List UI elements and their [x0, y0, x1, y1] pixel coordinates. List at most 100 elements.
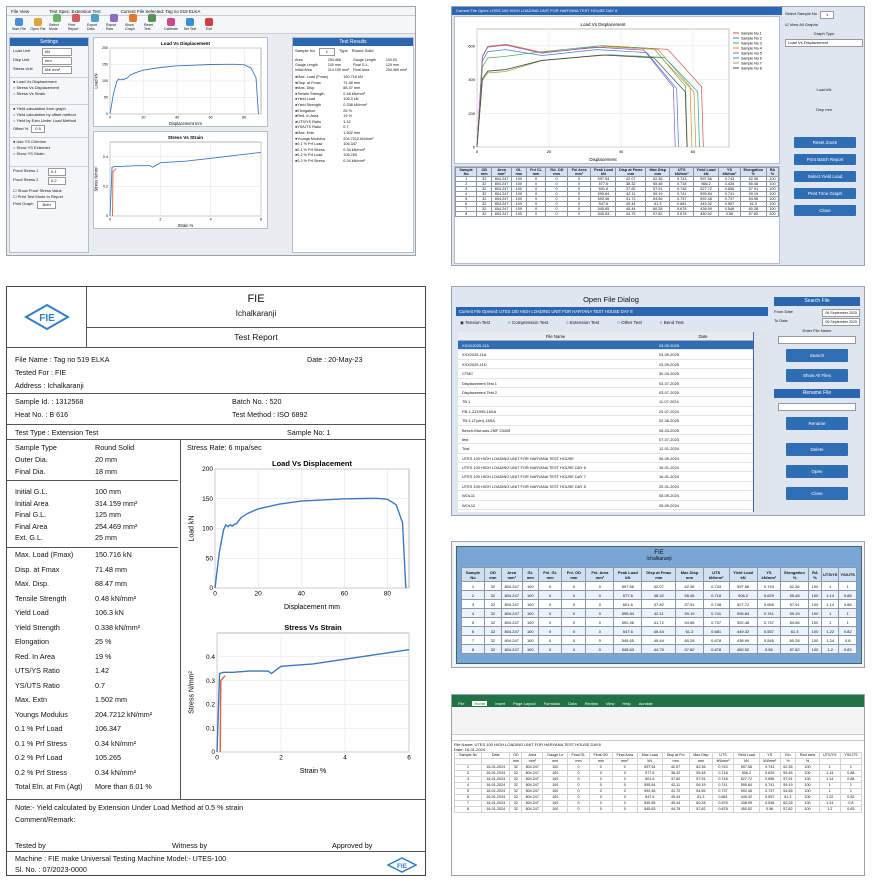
ribbon-tab[interactable]: View: [605, 700, 615, 706]
from-date-picker[interactable]: 06 September 2025: [822, 309, 860, 317]
file-list-item[interactable]: UTES 100 HIGH LOADING UNIT FOR HARYANA T…: [458, 454, 753, 464]
file-list-item[interactable]: WOL12 05-09-2024: [458, 501, 753, 511]
graph-type-select[interactable]: Load Vs Displacement: [785, 39, 863, 47]
option-row[interactable]: ○ Show YS Extender: [13, 145, 85, 151]
file-list-item[interactable]: test 07-07-2023: [458, 435, 753, 445]
rename-button[interactable]: Rename: [786, 417, 848, 430]
radio-icon[interactable]: ◉: [460, 320, 466, 325]
select-sample-input[interactable]: 1: [820, 11, 835, 19]
checkbox-icon[interactable]: ☑: [785, 22, 789, 27]
sheet-cell[interactable]: 44.75: [661, 806, 690, 813]
reset-zoom-button[interactable]: Reset Zoom: [794, 137, 856, 148]
radio-icon[interactable]: ○: [13, 151, 17, 156]
option-row[interactable]: ○ Yield calculation by offset method: [13, 112, 85, 118]
sheet-cell[interactable]: 8: [453, 806, 483, 813]
option-row[interactable]: ☐ Show Proof Stress Value: [13, 188, 85, 194]
sheet-cell[interactable]: 0.83: [839, 806, 863, 813]
radio-icon[interactable]: ○: [13, 118, 17, 123]
toolbar-button[interactable]: Open File: [30, 18, 46, 31]
dialog-close-button[interactable]: Close: [786, 487, 848, 500]
offset-input[interactable]: 0.5: [31, 125, 45, 133]
ribbon-tab[interactable]: Insert: [495, 700, 506, 706]
sheet-cell[interactable]: 57.82: [688, 806, 714, 813]
ribbon-tab[interactable]: Home: [472, 700, 488, 706]
option-row[interactable]: ○ Show YS Strain: [13, 151, 85, 157]
file-list-item[interactable]: WOL11 05-09-2024: [458, 491, 753, 501]
option-row[interactable]: ● Load Vs Displacement: [13, 79, 85, 85]
toolbar-button[interactable]: Reset Test: [144, 14, 160, 31]
radio-icon[interactable]: ○: [617, 320, 622, 325]
file-list-item[interactable]: Displacement Test 2 03-07-2025: [458, 388, 753, 398]
ribbon-tab[interactable]: Acrobat: [638, 700, 653, 706]
toolbar-button[interactable]: Calibrate: [163, 18, 179, 31]
file-list-item[interactable]: PB-1-ZZ1999-16SA 20-07-2024: [458, 407, 753, 417]
test-mode-radio[interactable]: ○ Bend Test: [660, 320, 684, 326]
open-button[interactable]: Open: [786, 465, 848, 478]
checkbox-icon[interactable]: ☐: [13, 188, 18, 193]
sheet-area[interactable]: File Name: UTES 100 HIGH LOADING UNIT FO…: [452, 741, 864, 814]
sheet-cell[interactable]: 450.52: [732, 806, 760, 813]
radio-icon[interactable]: ●: [13, 139, 17, 144]
file-list-item[interactable]: UTES 100 HIGH LOADING UNIT FOR HARYANA T…: [458, 472, 753, 482]
test-mode-radio[interactable]: ○ Extension Test: [566, 320, 599, 326]
sheet-cell[interactable]: 0: [611, 806, 638, 813]
radio-icon[interactable]: ○: [565, 320, 570, 325]
file-name-input[interactable]: [778, 336, 856, 344]
show-all-files-button[interactable]: Show All Files: [786, 369, 848, 382]
to-date-picker[interactable]: 06 September 2025: [822, 318, 860, 326]
sheet-cell[interactable]: 0.678: [712, 806, 734, 813]
radio-icon[interactable]: ○: [659, 320, 664, 325]
toolbar-button[interactable]: Exit: [201, 18, 217, 31]
print-graph-select[interactable]: Both: [37, 201, 56, 209]
ribbon-tab[interactable]: Review: [584, 700, 598, 706]
table-row[interactable]: 8 32 804.247 100 0 0 0 545.63 44.75 57.82 0.678 450…: [455, 211, 779, 217]
file-list-scrollbar[interactable]: [754, 332, 768, 512]
print-time-graph-button[interactable]: Print Time Graph: [794, 188, 856, 199]
rename-input[interactable]: [778, 403, 856, 411]
sheet-cell[interactable]: 545.63: [636, 806, 663, 813]
sheet-cell[interactable]: 1.2: [818, 806, 841, 813]
option-row[interactable]: ● Yield calculation from graph: [13, 106, 85, 112]
ribbon-tab[interactable]: Page Layout: [513, 700, 536, 706]
menu-label[interactable]: File View: [11, 8, 30, 14]
sheet-cell[interactable]: 16-01-2024: [481, 806, 511, 813]
sheet-cell[interactable]: 0: [588, 806, 613, 813]
table-row[interactable]: 6 32 804.247 100 0 0 0 547.6 45.44 61.3 0.681 449.3…: [455, 201, 779, 207]
file-list-item[interactable]: TB 1 11-07-2024: [458, 397, 753, 407]
file-list-item[interactable]: CTMC 30-04-2025: [458, 369, 753, 379]
close-button[interactable]: Close: [794, 205, 856, 216]
radio-icon[interactable]: ○: [13, 91, 17, 96]
proof-input[interactable]: 0.1: [48, 168, 66, 176]
settings-select[interactable]: kN: [42, 48, 72, 56]
radio-icon[interactable]: ○: [13, 85, 17, 90]
ribbon-tab[interactable]: Formulas: [543, 700, 561, 706]
ribbon-tab[interactable]: Help: [622, 700, 631, 706]
sheet-cell[interactable]: 57.82: [779, 806, 797, 813]
sheet-cell[interactable]: 804.247: [521, 806, 544, 813]
formula-bar[interactable]: [452, 735, 864, 741]
test-mode-radio[interactable]: ○ Compression Test: [508, 320, 548, 326]
radio-icon[interactable]: ○: [508, 320, 513, 325]
option-row[interactable]: ○ Stress Vs Displacement: [13, 85, 85, 91]
file-list-item[interactable]: UTES 100 HIGH LOADING UNIT FOR HARYANA T…: [458, 482, 753, 492]
toolbar-button[interactable]: Print Report: [68, 14, 84, 31]
test-mode-radio[interactable]: ○ Other Test: [617, 320, 642, 326]
select-yield-load-button[interactable]: Select Yield Load: [794, 171, 856, 182]
toolbar-button[interactable]: Show Graph: [125, 14, 141, 31]
file-list-item[interactable]: XXXX2025-11A 03-09-2025: [458, 341, 753, 351]
radio-icon[interactable]: ●: [13, 106, 17, 111]
test-mode-radio[interactable]: ◉ Tension Test: [460, 320, 490, 326]
file-list-item[interactable]: XXX2025-11D 03-09-2025: [458, 360, 753, 370]
proof-input[interactable]: 0.2: [48, 177, 66, 185]
ribbon-tab[interactable]: File: [458, 700, 465, 706]
radio-icon[interactable]: ○: [13, 145, 17, 150]
toolbar-button[interactable]: Export Data: [87, 14, 103, 31]
sheet-cell[interactable]: 100: [795, 806, 820, 813]
option-row[interactable]: ○ Yield by Extn Under Load Method: [13, 118, 85, 124]
sheet-cell[interactable]: 100: [542, 806, 569, 813]
radio-icon[interactable]: ●: [13, 79, 17, 84]
file-list-item[interactable]: Trial 12-01-2024: [458, 444, 753, 454]
file-list-item[interactable]: TB-1-LT(ctrr)-16SA 02-08-2025: [458, 416, 753, 426]
toolbar-button[interactable]: Start File: [11, 18, 27, 31]
file-list-item[interactable]: Bench-Mar-saw-2MF 23405 05-03-2025: [458, 426, 753, 435]
